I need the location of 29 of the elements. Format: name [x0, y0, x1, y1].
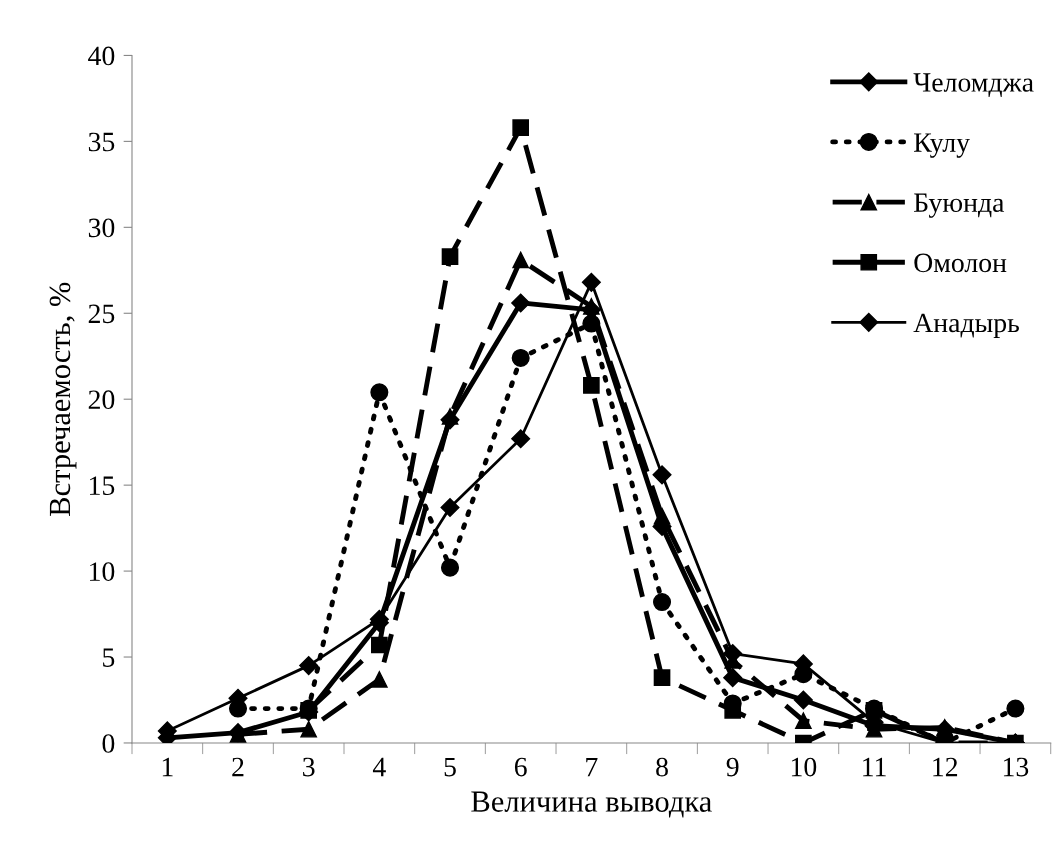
y-tick-label: 15: [90, 476, 115, 496]
x-axis-title: Величина выводка: [471, 791, 712, 818]
legend-label: Омолон: [914, 253, 1007, 273]
y-tick-label: 25: [88, 304, 115, 324]
x-tick-label: 5: [444, 757, 456, 777]
x-tick-label: 2: [232, 757, 244, 777]
y-axis-title: Встречаемость, %: [49, 282, 77, 516]
x-tick-label: 9: [726, 757, 739, 777]
x-tick-label: 4: [372, 757, 386, 777]
x-tick-label: 8: [656, 757, 668, 777]
y-tick-label: 30: [88, 218, 115, 238]
y-tick-label: 0: [102, 734, 115, 753]
y-tick-label: 5: [103, 648, 115, 667]
x-tick-label: 11: [863, 757, 886, 777]
x-tick-label: 13: [1003, 757, 1029, 777]
x-tick-label: 10: [791, 757, 817, 777]
legend-label: Анадырь: [913, 313, 1019, 338]
y-tick-label: 20: [88, 390, 115, 410]
y-tick-label: 10: [90, 562, 115, 581]
x-tick-label: 6: [514, 757, 527, 777]
y-tick-label: 35: [88, 132, 115, 152]
x-tick-label: 3: [303, 757, 315, 777]
x-tick-label: 1: [162, 757, 173, 777]
legend-label: Челомджа: [913, 73, 1034, 97]
x-tick-label: 7: [586, 757, 598, 777]
x-tick-label: 12: [933, 757, 958, 777]
legend-label: Буюнда: [914, 193, 1005, 218]
legend-label: Кулу: [914, 133, 970, 158]
y-tick-label: 40: [88, 46, 115, 66]
